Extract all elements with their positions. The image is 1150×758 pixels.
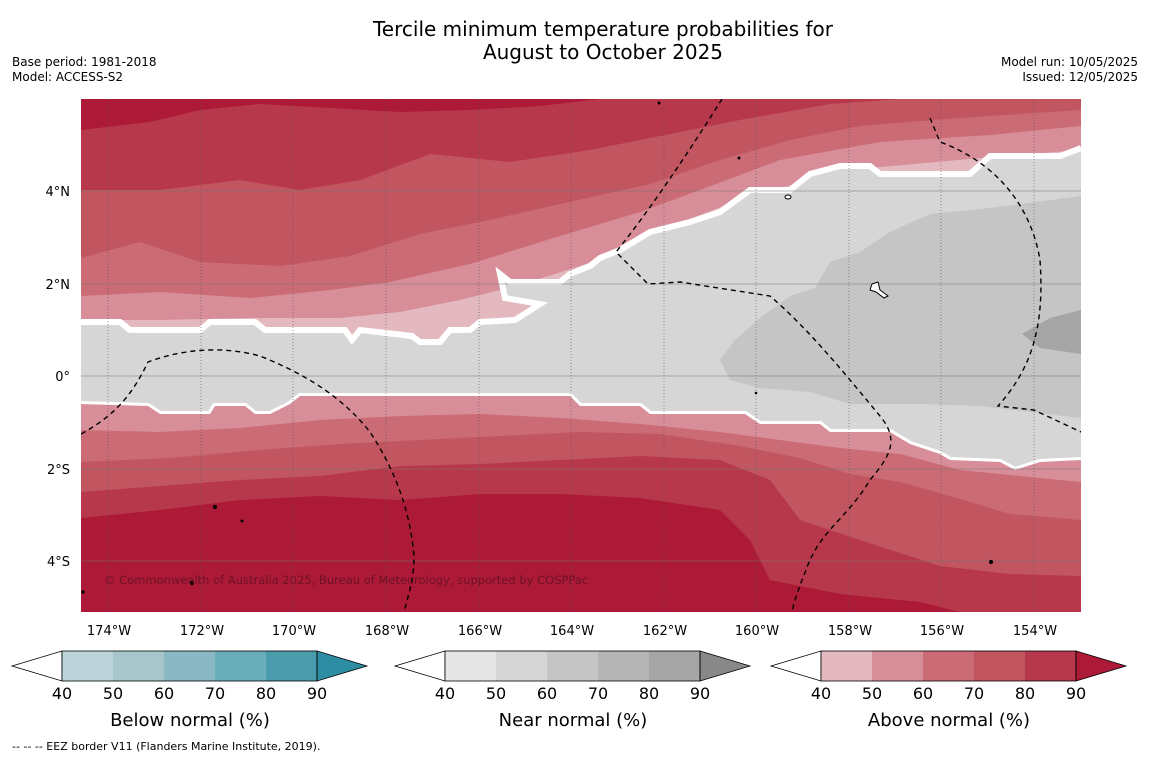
legend-below-title: Below normal (%) bbox=[110, 710, 270, 731]
legend-below-low-arrow bbox=[10, 650, 63, 682]
lon-label: 172°W bbox=[180, 624, 224, 639]
legend-near-high-arrow bbox=[699, 650, 752, 682]
legend-above-tick: 50 bbox=[862, 684, 882, 703]
legend-below-swatch bbox=[215, 651, 266, 681]
lon-label: 174°W bbox=[87, 624, 131, 639]
legend-below-swatch bbox=[266, 651, 317, 681]
model-run: Model run: 10/05/2025 bbox=[1000, 55, 1138, 69]
boundary-north bbox=[81, 145, 1081, 346]
island-small-7 bbox=[81, 590, 85, 594]
near-normal-region-60 bbox=[720, 196, 1081, 418]
island-kiritimati bbox=[869, 281, 889, 299]
island-small-4 bbox=[240, 519, 244, 523]
title-line-2: August to October 2025 bbox=[482, 40, 724, 64]
island-small-5 bbox=[189, 580, 195, 586]
issued-date: Issued: 12/05/2025 bbox=[1022, 70, 1138, 84]
legend-below-tick: 70 bbox=[205, 684, 225, 703]
lon-labels: 174°W 172°W 170°W 168°W 166°W 164°W 162°… bbox=[87, 624, 1057, 639]
base-period: Base period: 1981-2018 bbox=[12, 55, 157, 69]
legend-near-swatch bbox=[649, 651, 700, 681]
lon-label: 154°W bbox=[1013, 624, 1057, 639]
lat-label: 4°S bbox=[47, 555, 70, 570]
legend-below-tick: 60 bbox=[154, 684, 174, 703]
lat-labels: 4°N 2°N 0° 2°S 4°S bbox=[46, 185, 71, 570]
eez-border-west bbox=[81, 349, 415, 612]
legend-above-low-arrow bbox=[769, 650, 822, 682]
legend-below-swatch bbox=[164, 651, 215, 681]
legend-above-tick: 40 bbox=[811, 684, 831, 703]
meta-right: Model run: 10/05/2025 Issued: 12/05/2025 bbox=[1001, 55, 1138, 85]
legend-near-low-arrow bbox=[393, 650, 446, 682]
legend-above: 40 50 60 70 80 90 Above normal (%) bbox=[769, 650, 1128, 731]
legend-near-tick: 80 bbox=[639, 684, 659, 703]
legend-below-tick: 50 bbox=[103, 684, 123, 703]
lon-label: 160°W bbox=[735, 624, 779, 639]
island-small-8 bbox=[754, 391, 758, 395]
legend-near-swatch bbox=[445, 651, 496, 681]
legend-below-tick: 40 bbox=[52, 684, 72, 703]
legend-above-title: Above normal (%) bbox=[868, 710, 1030, 731]
lon-label: 168°W bbox=[365, 624, 409, 639]
eez-footnote: -- -- -- EEZ border V11 (Flanders Marine… bbox=[12, 740, 321, 753]
legend-above-swatch bbox=[974, 651, 1025, 681]
lat-label: 2°S bbox=[47, 463, 70, 478]
legend-below-swatch bbox=[113, 651, 164, 681]
lon-label: 170°W bbox=[272, 624, 316, 639]
eez-border-north bbox=[615, 99, 892, 612]
legend-near-tick: 40 bbox=[435, 684, 455, 703]
legend-above-tick: 90 bbox=[1066, 684, 1086, 703]
title-line-1: Tercile minimum temperature probabilitie… bbox=[372, 17, 834, 41]
copyright-text: © Commonwealth of Australia 2025, Bureau… bbox=[104, 573, 588, 587]
legend-below-high-arrow bbox=[316, 650, 369, 682]
above-band-north-5 bbox=[81, 99, 600, 130]
lon-label: 166°W bbox=[458, 624, 502, 639]
island-small-2 bbox=[737, 156, 741, 160]
lon-label: 156°W bbox=[920, 624, 964, 639]
lon-label: 164°W bbox=[550, 624, 594, 639]
gridlines bbox=[81, 99, 1081, 612]
lon-label: 162°W bbox=[643, 624, 687, 639]
model-name: Model: ACCESS-S2 bbox=[12, 70, 124, 84]
legend-near-swatch bbox=[598, 651, 649, 681]
legend-below-tick: 90 bbox=[307, 684, 327, 703]
legend-below-tick: 80 bbox=[256, 684, 276, 703]
legend-near-title: Near normal (%) bbox=[499, 710, 648, 731]
legend-near: 40 50 60 70 80 90 Near normal (%) bbox=[393, 650, 752, 731]
legend-above-swatch bbox=[872, 651, 923, 681]
legend-below: 40 50 60 70 80 90 Below normal (%) bbox=[10, 650, 369, 731]
islands bbox=[81, 101, 994, 594]
lat-label: 4°N bbox=[46, 185, 71, 200]
island-small-6 bbox=[988, 559, 994, 565]
legend-below-swatch bbox=[62, 651, 113, 681]
map-area bbox=[81, 99, 1081, 612]
legend-above-swatch bbox=[821, 651, 872, 681]
lat-label: 0° bbox=[55, 370, 70, 385]
legend-above-high-arrow bbox=[1075, 650, 1128, 682]
legend-above-swatch bbox=[1025, 651, 1076, 681]
legend-near-tick: 70 bbox=[588, 684, 608, 703]
legend-above-tick: 80 bbox=[1015, 684, 1035, 703]
island-small-3 bbox=[212, 504, 218, 510]
legend-above-swatch bbox=[923, 651, 974, 681]
eez-border-east bbox=[929, 117, 1081, 433]
near-normal-region-80 bbox=[1022, 310, 1081, 354]
legend-above-tick: 60 bbox=[913, 684, 933, 703]
island-small-1 bbox=[657, 101, 661, 105]
chart-title: Tercile minimum temperature probabilitie… bbox=[0, 18, 1150, 64]
legend-near-swatch bbox=[496, 651, 547, 681]
lon-label: 158°W bbox=[828, 624, 872, 639]
meta-left: Base period: 1981-2018 Model: ACCESS-S2 bbox=[12, 55, 157, 85]
above-band-south-5 bbox=[81, 494, 960, 612]
legend-near-tick: 90 bbox=[690, 684, 710, 703]
eez-borders bbox=[81, 99, 1081, 612]
legend-above-tick: 70 bbox=[964, 684, 984, 703]
lat-label: 2°N bbox=[46, 278, 71, 293]
legend-near-tick: 50 bbox=[486, 684, 506, 703]
island-jarvis bbox=[784, 194, 792, 200]
legend-near-tick: 60 bbox=[537, 684, 557, 703]
legend-near-swatch bbox=[547, 651, 598, 681]
above-band-north-4 bbox=[81, 99, 900, 190]
